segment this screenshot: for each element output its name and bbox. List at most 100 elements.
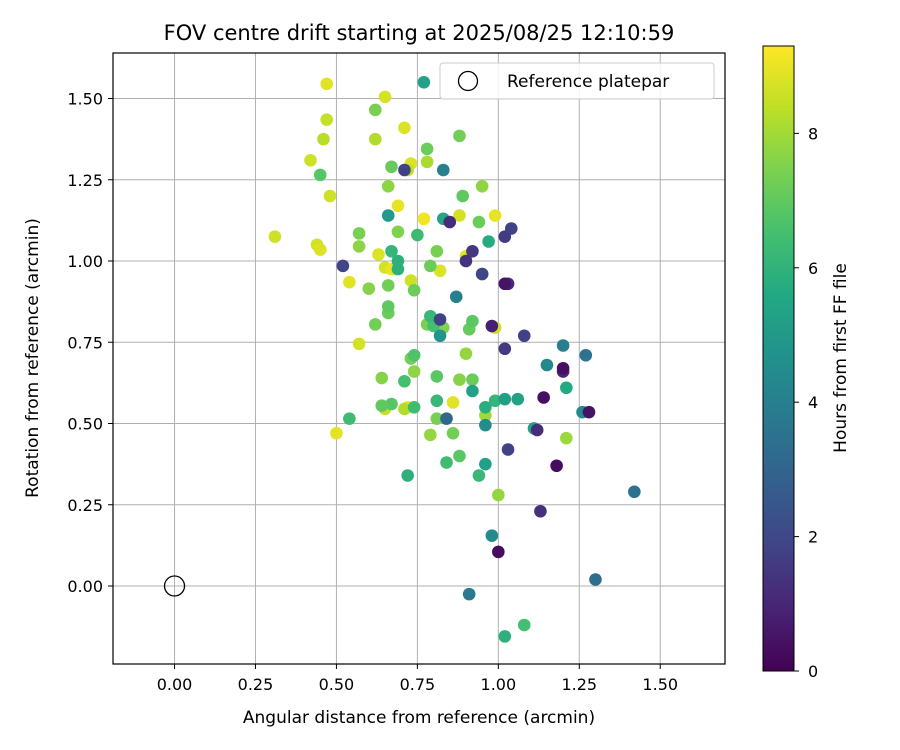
data-point (368, 103, 382, 117)
data-point (511, 392, 525, 406)
y-axis: 0.00 0.25 0.50 0.75 1.00 1.25 1.50 (67, 90, 113, 596)
data-point (556, 339, 570, 352)
data-point (556, 361, 570, 375)
y-tick-label: 1.25 (67, 171, 103, 190)
data-point (449, 290, 463, 304)
data-point (362, 282, 376, 295)
legend-box (439, 62, 715, 100)
data-point (453, 449, 466, 463)
data-point (323, 189, 337, 203)
data-point (560, 431, 573, 445)
data-point (440, 456, 453, 469)
colorbar: 0 2 4 6 8 Hours from first FF file (762, 45, 851, 681)
data-point (336, 259, 350, 273)
data-point (352, 240, 366, 253)
data-point (343, 412, 356, 425)
data-point (537, 391, 550, 404)
data-point (628, 485, 641, 499)
data-point (385, 160, 398, 174)
data-point (398, 374, 411, 388)
y-tick-label: 1.50 (67, 90, 103, 109)
data-point (385, 244, 398, 258)
data-point (268, 230, 282, 243)
data-point (446, 396, 460, 409)
data-point (352, 337, 366, 351)
data-point (381, 300, 395, 313)
data-point (407, 283, 421, 297)
y-tick-label: 0.50 (67, 415, 103, 434)
data-point (398, 163, 411, 177)
data-point (540, 358, 554, 372)
data-point (320, 77, 334, 91)
data-point (589, 573, 602, 586)
data-point (433, 264, 447, 278)
data-point (313, 168, 327, 182)
x-axis: 0.00 0.25 0.50 0.75 1.00 1.25 1.50 (157, 664, 678, 694)
data-point (479, 418, 492, 432)
data-point (466, 384, 479, 398)
colorbar-tick-label: 2 (808, 528, 818, 547)
data-point (466, 314, 479, 328)
data-point (381, 179, 395, 193)
data-point (375, 371, 389, 385)
data-point (466, 373, 479, 386)
data-point (430, 412, 444, 425)
x-axis-label: Angular distance from reference (arcmin) (243, 708, 595, 728)
data-point (381, 279, 395, 292)
x-tick-label: 1.25 (561, 675, 597, 694)
data-point (550, 459, 563, 473)
data-point (446, 426, 460, 440)
data-point (343, 275, 356, 289)
data-point (398, 402, 411, 416)
data-point (498, 342, 512, 356)
data-point (504, 222, 518, 235)
data-point (378, 90, 392, 104)
data-point (475, 179, 489, 193)
data-point (385, 397, 398, 411)
data-point (391, 254, 405, 268)
data-point (433, 313, 447, 326)
data-point (417, 75, 431, 89)
x-tick-label: 1.00 (481, 675, 517, 694)
data-point (462, 587, 476, 601)
data-point (534, 504, 547, 518)
data-points (268, 75, 641, 643)
data-point (582, 405, 596, 419)
legend-open-circle-icon (457, 70, 479, 92)
plot-frame (112, 52, 726, 665)
data-point (501, 443, 515, 456)
data-point (560, 381, 573, 395)
data-point (498, 630, 512, 643)
data-point (411, 228, 424, 242)
data-point (304, 153, 317, 167)
data-point (433, 329, 447, 343)
data-point (352, 227, 366, 240)
data-point (417, 212, 431, 226)
data-point (424, 259, 437, 273)
data-point (440, 412, 453, 425)
data-point (482, 235, 495, 248)
data-point (391, 225, 405, 239)
x-tick-label: 1.50 (642, 675, 678, 694)
data-point (488, 394, 502, 408)
data-point (424, 428, 437, 442)
chart-title: FOV centre drift starting at 2025/08/25 … (164, 21, 675, 45)
data-point (485, 319, 499, 333)
colorbar-tick-label: 0 (808, 662, 818, 681)
data-point (398, 121, 411, 135)
data-point (420, 142, 434, 156)
data-point (320, 113, 334, 126)
data-point (404, 274, 418, 287)
data-point (459, 347, 473, 360)
data-point (430, 244, 444, 258)
data-point (430, 394, 444, 408)
data-point (530, 423, 544, 437)
y-tick-label: 0.00 (67, 577, 103, 596)
data-point (453, 373, 466, 386)
data-point (579, 348, 593, 362)
data-point (317, 132, 330, 146)
data-point (375, 399, 389, 412)
data-point (517, 329, 531, 343)
data-point (372, 248, 385, 261)
data-point (498, 277, 512, 291)
